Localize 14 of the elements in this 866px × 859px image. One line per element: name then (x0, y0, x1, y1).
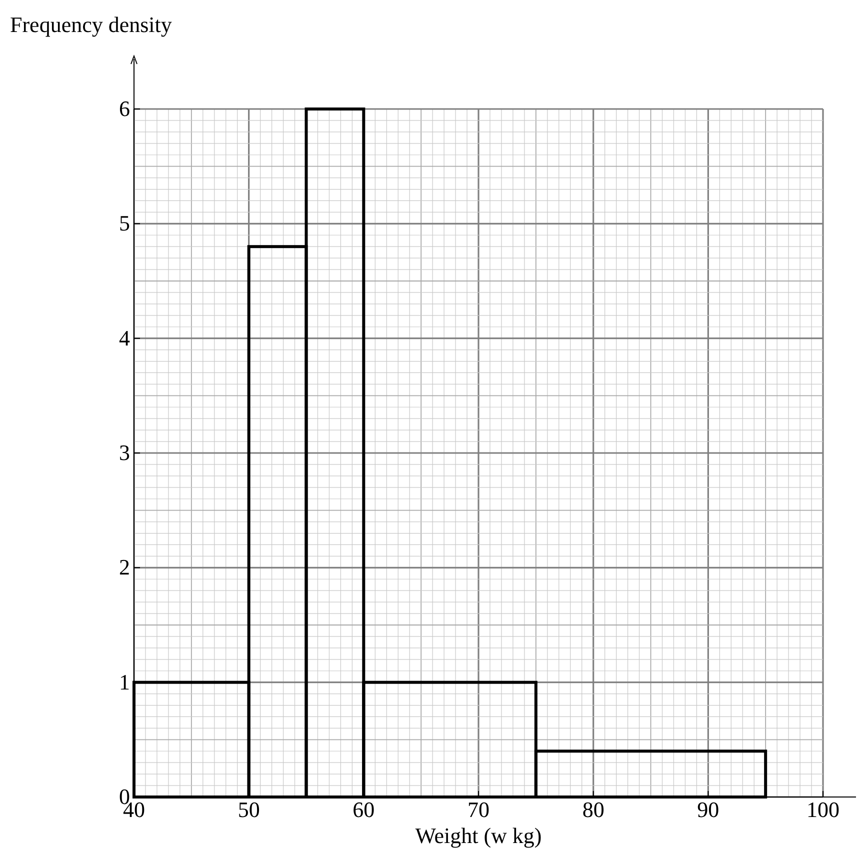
x-tick-label: 50 (238, 797, 260, 822)
y-tick-label: 2 (119, 554, 130, 580)
y-axis-title: Frequency density (10, 12, 172, 37)
x-tick-label: 90 (697, 797, 720, 822)
x-tick-label: 70 (468, 797, 490, 822)
y-tick-label: 4 (119, 325, 130, 350)
x-tick-label: 100 (806, 797, 840, 822)
y-tick-label: 3 (119, 440, 130, 465)
y-tick-label: 1 (119, 669, 130, 694)
x-axis-title: Weight (w kg) (415, 823, 542, 848)
x-tick-label: 60 (352, 797, 375, 822)
y-tick-label: 6 (119, 96, 130, 121)
x-tick-label: 80 (582, 797, 604, 822)
y-tick-label: 5 (119, 210, 130, 236)
